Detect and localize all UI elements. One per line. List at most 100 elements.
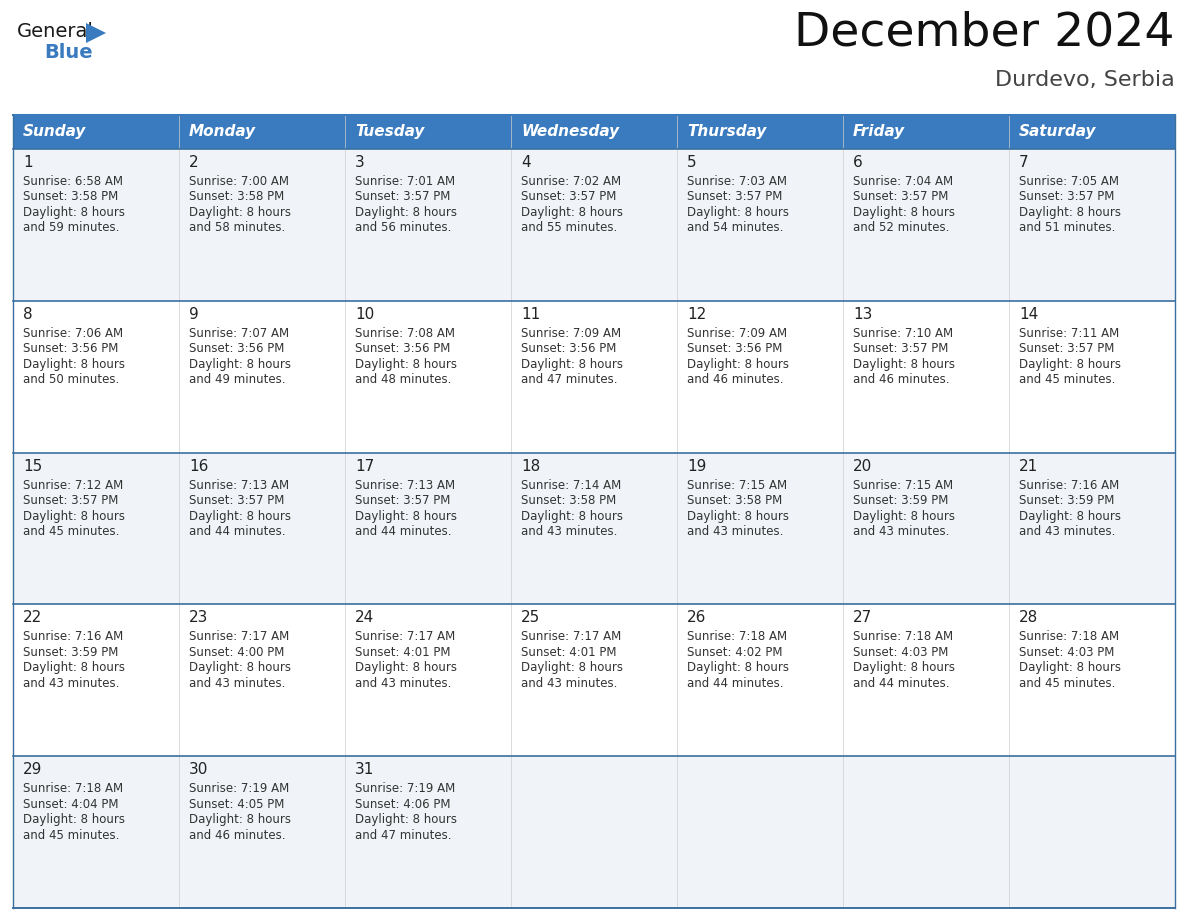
- Text: 2: 2: [189, 155, 198, 170]
- Text: Daylight: 8 hours: Daylight: 8 hours: [189, 813, 291, 826]
- Text: Daylight: 8 hours: Daylight: 8 hours: [23, 661, 125, 675]
- Text: and 43 minutes.: and 43 minutes.: [189, 677, 285, 690]
- Bar: [677, 301, 843, 453]
- Bar: [511, 301, 677, 453]
- Text: and 50 minutes.: and 50 minutes.: [23, 374, 119, 386]
- Text: December 2024: December 2024: [795, 10, 1175, 55]
- Text: 13: 13: [853, 307, 872, 322]
- Polygon shape: [86, 23, 106, 43]
- Text: and 54 minutes.: and 54 minutes.: [687, 221, 783, 234]
- Text: Daylight: 8 hours: Daylight: 8 hours: [853, 358, 955, 371]
- Text: 12: 12: [687, 307, 706, 322]
- Text: Sunset: 3:57 PM: Sunset: 3:57 PM: [355, 494, 450, 507]
- Text: 5: 5: [687, 155, 696, 170]
- Bar: [345, 301, 511, 453]
- Text: and 59 minutes.: and 59 minutes.: [23, 221, 119, 234]
- Text: and 52 minutes.: and 52 minutes.: [853, 221, 949, 234]
- Text: Daylight: 8 hours: Daylight: 8 hours: [853, 661, 955, 675]
- Text: and 44 minutes.: and 44 minutes.: [355, 525, 451, 538]
- Text: Blue: Blue: [44, 43, 93, 62]
- Text: Sunrise: 7:17 AM: Sunrise: 7:17 AM: [189, 631, 289, 644]
- Bar: [677, 604, 843, 756]
- Text: Sunrise: 7:12 AM: Sunrise: 7:12 AM: [23, 478, 124, 492]
- Bar: [843, 453, 1009, 604]
- Text: 31: 31: [355, 762, 374, 778]
- Text: Sunrise: 7:05 AM: Sunrise: 7:05 AM: [1019, 175, 1119, 188]
- Text: Daylight: 8 hours: Daylight: 8 hours: [1019, 358, 1121, 371]
- Text: 10: 10: [355, 307, 374, 322]
- Text: Daylight: 8 hours: Daylight: 8 hours: [853, 509, 955, 522]
- Text: Sunset: 3:57 PM: Sunset: 3:57 PM: [687, 191, 783, 204]
- Text: Sunrise: 7:10 AM: Sunrise: 7:10 AM: [853, 327, 953, 340]
- Text: Saturday: Saturday: [1019, 125, 1097, 140]
- Text: Daylight: 8 hours: Daylight: 8 hours: [189, 509, 291, 522]
- Bar: [13, 149, 179, 301]
- Text: Sunrise: 7:17 AM: Sunrise: 7:17 AM: [522, 631, 621, 644]
- Text: and 47 minutes.: and 47 minutes.: [522, 374, 618, 386]
- Text: Tuesday: Tuesday: [355, 125, 424, 140]
- Text: Sunset: 4:02 PM: Sunset: 4:02 PM: [687, 646, 783, 659]
- Text: Sunrise: 7:15 AM: Sunrise: 7:15 AM: [687, 478, 788, 492]
- Text: 29: 29: [23, 762, 43, 778]
- Bar: [1009, 604, 1175, 756]
- Text: and 44 minutes.: and 44 minutes.: [687, 677, 784, 690]
- Text: Sunset: 3:56 PM: Sunset: 3:56 PM: [687, 342, 783, 355]
- Text: Sunrise: 7:16 AM: Sunrise: 7:16 AM: [1019, 478, 1119, 492]
- Text: and 43 minutes.: and 43 minutes.: [23, 677, 119, 690]
- Text: 30: 30: [189, 762, 208, 778]
- Bar: [13, 301, 179, 453]
- Text: and 58 minutes.: and 58 minutes.: [189, 221, 285, 234]
- Text: Daylight: 8 hours: Daylight: 8 hours: [522, 509, 623, 522]
- Text: Daylight: 8 hours: Daylight: 8 hours: [853, 206, 955, 219]
- Text: Sunset: 3:56 PM: Sunset: 3:56 PM: [355, 342, 450, 355]
- Text: and 43 minutes.: and 43 minutes.: [522, 525, 618, 538]
- Bar: [843, 301, 1009, 453]
- Text: Daylight: 8 hours: Daylight: 8 hours: [687, 358, 789, 371]
- Text: Daylight: 8 hours: Daylight: 8 hours: [522, 358, 623, 371]
- Text: 8: 8: [23, 307, 32, 322]
- Text: Sunrise: 7:18 AM: Sunrise: 7:18 AM: [23, 782, 124, 795]
- Text: and 45 minutes.: and 45 minutes.: [1019, 677, 1116, 690]
- Text: 25: 25: [522, 610, 541, 625]
- Text: Sunset: 3:58 PM: Sunset: 3:58 PM: [189, 191, 284, 204]
- Text: Daylight: 8 hours: Daylight: 8 hours: [1019, 661, 1121, 675]
- Text: Sunrise: 7:01 AM: Sunrise: 7:01 AM: [355, 175, 455, 188]
- Bar: [511, 604, 677, 756]
- Text: Sunset: 3:58 PM: Sunset: 3:58 PM: [23, 191, 119, 204]
- Bar: [13, 756, 179, 908]
- Bar: [13, 453, 179, 604]
- Text: 26: 26: [687, 610, 707, 625]
- Text: Sunset: 3:57 PM: Sunset: 3:57 PM: [189, 494, 284, 507]
- Text: Daylight: 8 hours: Daylight: 8 hours: [23, 813, 125, 826]
- Text: 22: 22: [23, 610, 43, 625]
- Text: Daylight: 8 hours: Daylight: 8 hours: [355, 661, 457, 675]
- Bar: [1009, 301, 1175, 453]
- Bar: [179, 115, 345, 149]
- Bar: [843, 149, 1009, 301]
- Text: and 44 minutes.: and 44 minutes.: [853, 677, 949, 690]
- Text: Sunset: 4:03 PM: Sunset: 4:03 PM: [1019, 646, 1114, 659]
- Text: Sunrise: 7:07 AM: Sunrise: 7:07 AM: [189, 327, 289, 340]
- Bar: [511, 756, 677, 908]
- Text: and 48 minutes.: and 48 minutes.: [355, 374, 451, 386]
- Text: Sunrise: 7:14 AM: Sunrise: 7:14 AM: [522, 478, 621, 492]
- Text: Daylight: 8 hours: Daylight: 8 hours: [189, 661, 291, 675]
- Bar: [677, 115, 843, 149]
- Bar: [345, 756, 511, 908]
- Text: Daylight: 8 hours: Daylight: 8 hours: [355, 509, 457, 522]
- Text: Sunset: 3:57 PM: Sunset: 3:57 PM: [522, 191, 617, 204]
- Bar: [511, 115, 677, 149]
- Text: Daylight: 8 hours: Daylight: 8 hours: [355, 358, 457, 371]
- Text: Daylight: 8 hours: Daylight: 8 hours: [23, 509, 125, 522]
- Text: Sunset: 3:56 PM: Sunset: 3:56 PM: [522, 342, 617, 355]
- Text: Sunrise: 7:03 AM: Sunrise: 7:03 AM: [687, 175, 786, 188]
- Text: Sunrise: 7:09 AM: Sunrise: 7:09 AM: [522, 327, 621, 340]
- Text: Sunset: 3:58 PM: Sunset: 3:58 PM: [522, 494, 617, 507]
- Bar: [179, 453, 345, 604]
- Text: Sunset: 3:57 PM: Sunset: 3:57 PM: [355, 191, 450, 204]
- Bar: [843, 756, 1009, 908]
- Text: Sunrise: 7:02 AM: Sunrise: 7:02 AM: [522, 175, 621, 188]
- Text: Sunrise: 7:18 AM: Sunrise: 7:18 AM: [687, 631, 788, 644]
- Bar: [345, 149, 511, 301]
- Text: Daylight: 8 hours: Daylight: 8 hours: [355, 206, 457, 219]
